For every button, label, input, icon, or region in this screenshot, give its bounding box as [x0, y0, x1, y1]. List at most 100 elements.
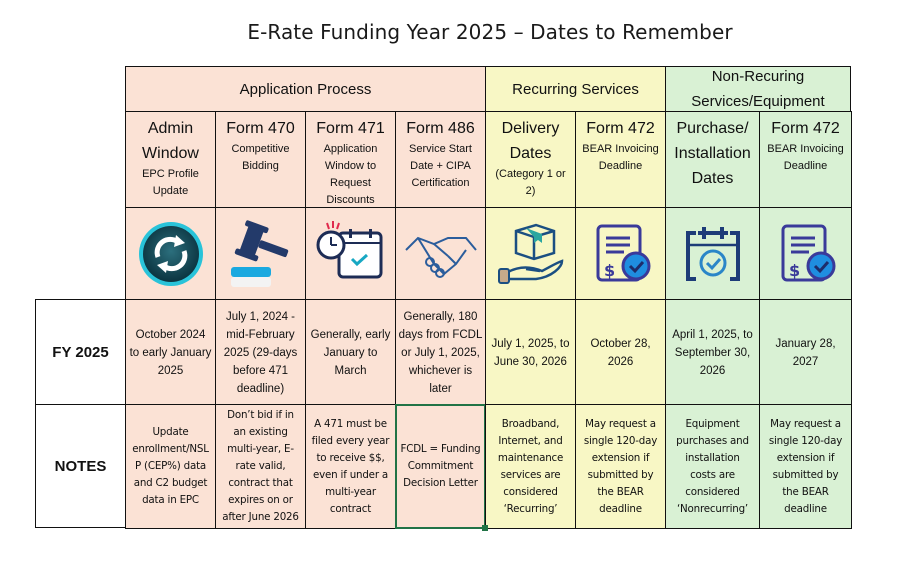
- cell-text-line: 2025 (29-days: [223, 346, 298, 359]
- column-subtitle: Date + CIPA: [410, 160, 471, 172]
- cell-text-line: and C2 budget: [133, 477, 208, 489]
- column-title: Form 486: [406, 120, 475, 137]
- group-label: Recurring Services: [512, 80, 639, 98]
- cell-text-line: P (CEP%) data: [134, 460, 207, 472]
- cell-text-line: before 471: [233, 364, 288, 377]
- column-subtitle: 2): [525, 185, 536, 197]
- refresh-circle-icon: [138, 221, 204, 287]
- group-recurring-services[interactable]: Recurring Services: [485, 66, 666, 112]
- fy2025-cell[interactable]: July 1, 2025, to June 30, 2026: [485, 299, 576, 406]
- column-subtitle: Certification: [411, 177, 470, 189]
- cell-text-line: Update: [152, 426, 189, 438]
- notes-cell[interactable]: FCDL = Funding Commitment Decision Letter: [395, 404, 486, 529]
- column-title: Dates: [509, 145, 552, 162]
- column-header-1[interactable]: Admin Window EPC Profile Update: [125, 111, 216, 209]
- fy2025-cell[interactable]: Generally, early January to March: [305, 299, 396, 406]
- cell-text-line: Broadband,: [501, 417, 560, 430]
- notes-cell[interactable]: Equipment purchases and installation costs …: [665, 404, 760, 529]
- cell-text-line: whichever is: [408, 364, 473, 377]
- fy-label: FY 2025: [52, 343, 109, 361]
- cell-text-line: September 30,: [674, 346, 751, 359]
- notes-cell[interactable]: Don’t bid if in an existing multi-year, E-…: [215, 404, 306, 529]
- cell-text-line: installation: [685, 451, 740, 464]
- cell-text-line: purchases and: [676, 434, 749, 447]
- cell-text-line: considered: [503, 485, 558, 498]
- cell-text-line: January 28,: [775, 337, 836, 350]
- column-header-2[interactable]: Form 470 Competitive Bidding: [215, 111, 306, 209]
- fy2025-cell[interactable]: Generally, 180 days from FCDL or July 1, 2…: [395, 299, 486, 406]
- icon-cell-2: [215, 207, 306, 301]
- cell-text-line: deadline: [599, 502, 642, 515]
- cell-text-line: even if under a: [312, 468, 389, 481]
- cell-text-line: submitted by: [587, 468, 654, 481]
- column-header-6[interactable]: Form 472 BEAR Invoicing Deadline: [575, 111, 666, 209]
- cell-text-line: July 1, 2024 -: [225, 310, 296, 323]
- cell-text-line: rate valid,: [235, 460, 286, 472]
- column-subtitle: BEAR Invoicing: [767, 143, 844, 155]
- notes-cell[interactable]: May request a single 120-day extension if s…: [759, 404, 852, 529]
- group-label-line2: Services/Equipment: [691, 93, 825, 110]
- cell-text-line: to early January: [129, 346, 212, 359]
- selection-fill-handle[interactable]: [482, 525, 488, 531]
- column-subtitle: EPC Profile: [142, 168, 199, 180]
- cell-text-line: contract that: [228, 477, 293, 489]
- cell-text-line: October 2024: [135, 328, 206, 341]
- group-nonrecurring-services[interactable]: Non-Recuring Services/Equipment: [665, 66, 851, 112]
- cell-text-line: Equipment: [685, 417, 740, 430]
- cell-text-line: Commitment: [407, 460, 474, 472]
- column-header-4[interactable]: Form 486 Service Start Date + CIPA Certific…: [395, 111, 486, 209]
- cell-text-line: filed every year: [311, 434, 390, 447]
- notes-cell[interactable]: May request a single 120-day extension if s…: [575, 404, 666, 529]
- icon-cell-6: $: [575, 207, 666, 301]
- column-header-7[interactable]: Purchase/Installation Dates: [665, 111, 760, 209]
- cell-text-line: A 471 must be: [314, 417, 387, 430]
- column-header-3[interactable]: Form 471 Application Window to Request Disco…: [305, 111, 396, 209]
- column-title: Form 470: [226, 120, 295, 137]
- row-label-notes[interactable]: NOTES: [35, 404, 126, 528]
- cell-text-line: later: [429, 382, 452, 395]
- package-hand-icon: [496, 221, 566, 287]
- column-subtitle: Service Start: [409, 143, 472, 155]
- cell-text-line: 2026: [607, 355, 634, 368]
- cell-text-line: single 120-day: [583, 434, 658, 447]
- fy2025-cell[interactable]: July 1, 2024 - mid-February 2025 (29-days b…: [215, 299, 306, 406]
- notes-label: NOTES: [54, 457, 107, 475]
- group-application-process[interactable]: Application Process: [125, 66, 486, 112]
- cell-text-line: an existing: [233, 426, 288, 438]
- cell-text-line: the BEAR: [782, 485, 829, 498]
- cell-text-line: extension if: [591, 451, 650, 464]
- column-subtitle: Competitive: [231, 143, 290, 155]
- cell-text-line: considered: [685, 485, 740, 498]
- column-title: Delivery: [501, 120, 560, 137]
- cell-text-line: to receive $$,: [316, 451, 385, 464]
- notes-cell[interactable]: A 471 must be filed every year to receive …: [305, 404, 396, 529]
- handshake-icon: [404, 224, 478, 284]
- cell-text-line: June 30, 2026: [494, 355, 567, 368]
- cell-text-line: Generally, 180: [403, 310, 478, 323]
- row-label-fy[interactable]: FY 2025: [35, 299, 126, 405]
- cell-text-line: contract: [329, 502, 372, 515]
- cell-text-line: or July 1, 2025,: [401, 346, 480, 359]
- column-title: Form 472: [586, 120, 655, 137]
- fy2025-cell[interactable]: April 1, 2025, to September 30, 2026: [665, 299, 760, 406]
- column-subtitle: BEAR Invoicing: [582, 143, 659, 155]
- column-header-5[interactable]: Delivery Dates (Category 1 or 2): [485, 111, 576, 209]
- cell-text-line: mid-February: [226, 328, 295, 341]
- cell-text-line: extension if: [776, 451, 835, 464]
- fy2025-cell[interactable]: October 28, 2026: [575, 299, 666, 406]
- icon-cell-4: [395, 207, 486, 301]
- fy2025-cell[interactable]: January 28, 2027: [759, 299, 852, 406]
- column-title: Window: [142, 145, 199, 162]
- column-subtitle: Request: [330, 177, 371, 189]
- notes-cell[interactable]: Broadband, Internet, and maintenance servic…: [485, 404, 576, 529]
- icon-cell-1: [125, 207, 216, 301]
- column-header-8[interactable]: Form 472 BEAR Invoicing Deadline: [759, 111, 852, 209]
- column-subtitle: (Category 1 or: [495, 168, 566, 180]
- fy2025-cell[interactable]: October 2024 to early January 2025: [125, 299, 216, 406]
- cell-text-line: October 28,: [590, 337, 651, 350]
- cell-text-line: deadline: [784, 502, 827, 515]
- column-subtitle: Discounts: [326, 194, 375, 206]
- cell-text-line: May request a: [770, 417, 841, 430]
- notes-cell[interactable]: Update enrollment/NSL P (CEP%) data and C2 …: [125, 404, 216, 529]
- column-title: Installation: [674, 145, 751, 162]
